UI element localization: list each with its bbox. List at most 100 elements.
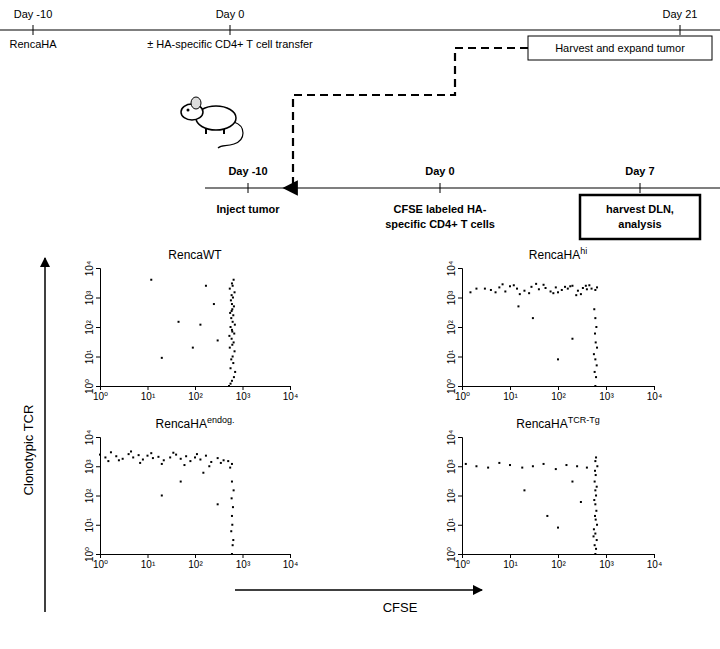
- point: [232, 356, 234, 358]
- tick-mark: [458, 437, 462, 438]
- panel-title-main: RencaWT: [168, 248, 222, 262]
- tick: 10⁴: [84, 430, 100, 445]
- timeline-event: analysis: [618, 218, 661, 230]
- tick-label: 10⁴: [647, 559, 662, 570]
- point: [107, 460, 109, 462]
- tick-mark: [654, 554, 655, 558]
- tick-label: 10⁰: [446, 379, 457, 394]
- tick-mark: [510, 554, 511, 558]
- panel-title-main: RencaHA: [516, 417, 567, 431]
- panel-title-main: RencaHA: [156, 417, 207, 431]
- tick: 10⁴: [647, 554, 662, 570]
- y-axis: 10⁰10¹10²10³10⁴: [446, 430, 463, 562]
- x-title: CFSE: [383, 600, 418, 615]
- point: [233, 333, 235, 335]
- point: [231, 463, 233, 465]
- point: [580, 293, 582, 295]
- point: [561, 289, 563, 291]
- panel-title-sup: TCR-Tg: [568, 415, 600, 425]
- tick-mark: [606, 554, 607, 558]
- point: [490, 289, 492, 291]
- point: [205, 285, 207, 287]
- point: [538, 288, 540, 290]
- tick-label: 10³: [446, 290, 457, 305]
- point: [594, 481, 596, 483]
- point: [230, 317, 232, 319]
- point: [585, 285, 587, 287]
- point: [229, 467, 231, 469]
- tick-label: 10¹: [446, 517, 457, 532]
- point: [596, 364, 598, 366]
- point: [495, 291, 497, 293]
- axis-line: [463, 555, 655, 559]
- tick-mark: [195, 554, 196, 558]
- point: [223, 459, 225, 461]
- point: [99, 454, 101, 456]
- tick: 10³: [236, 554, 251, 570]
- point: [594, 470, 596, 472]
- point: [185, 455, 187, 457]
- axis-line: [463, 387, 655, 391]
- point: [230, 530, 232, 532]
- x-axis: 10⁰10¹10²10³10⁴: [455, 386, 662, 402]
- y-axis: 10⁰10¹10²10³10⁴: [446, 261, 463, 394]
- tick-label: 10³: [446, 459, 457, 474]
- point: [175, 454, 177, 456]
- tick: 10⁰: [455, 386, 470, 402]
- tick-label: 10²: [551, 391, 566, 402]
- tick-label: 10¹: [84, 349, 95, 364]
- point: [115, 455, 117, 457]
- tick-label: 10³: [599, 391, 614, 402]
- point: [217, 457, 219, 459]
- point: [550, 290, 552, 292]
- point: [231, 481, 233, 483]
- tick: 10¹: [503, 554, 518, 570]
- point: [571, 481, 573, 483]
- x-axis: 10⁰10¹10²10³10⁴: [455, 554, 662, 570]
- tick-mark: [458, 327, 462, 328]
- tick: 10¹: [141, 386, 156, 402]
- tick: 10²: [84, 488, 100, 503]
- axis-line: [458, 438, 463, 555]
- point: [513, 284, 515, 286]
- point: [232, 297, 234, 299]
- tick-label: 10⁰: [84, 547, 95, 562]
- point: [569, 285, 571, 287]
- tick: 10¹: [84, 517, 100, 532]
- point: [498, 286, 500, 288]
- tick-label: 10¹: [84, 517, 95, 532]
- point: [232, 506, 234, 508]
- tick-mark: [458, 496, 462, 497]
- point: [199, 324, 201, 326]
- tick-mark: [290, 554, 291, 558]
- point: [484, 288, 486, 290]
- point: [596, 524, 598, 526]
- point: [580, 501, 582, 503]
- tick-label: 10³: [84, 459, 95, 474]
- tick: 10²: [446, 320, 462, 335]
- point: [130, 450, 132, 452]
- point: [196, 453, 198, 455]
- point: [142, 459, 144, 461]
- axis-line: [458, 269, 463, 387]
- tick: 10⁴: [446, 261, 462, 276]
- tick-label: 10⁰: [446, 547, 457, 562]
- point: [229, 288, 231, 290]
- tick: 10¹: [141, 554, 156, 570]
- tick-label: 10⁰: [84, 379, 95, 394]
- point: [231, 303, 233, 305]
- tick-label: 10⁴: [647, 391, 662, 402]
- point: [172, 452, 174, 454]
- tick-mark: [558, 554, 559, 558]
- point: [192, 347, 194, 349]
- point: [231, 515, 233, 517]
- timeline-tick: [440, 183, 441, 193]
- point: [575, 294, 577, 296]
- point: [230, 358, 232, 360]
- harvest-box: [528, 36, 712, 60]
- point: [230, 299, 232, 301]
- tick-mark: [96, 525, 100, 526]
- tick-label: 10²: [84, 320, 95, 335]
- point: [594, 553, 596, 555]
- point: [150, 279, 152, 281]
